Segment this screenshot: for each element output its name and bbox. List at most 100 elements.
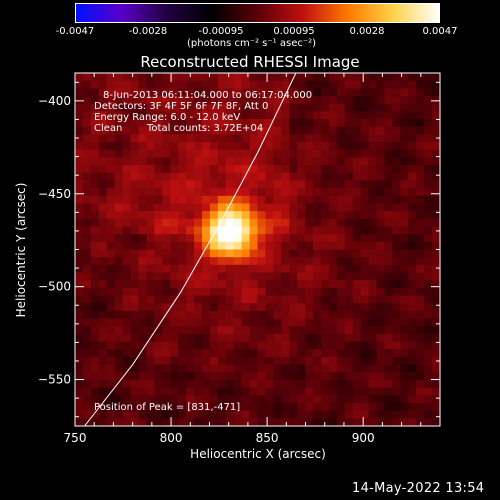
heatmap-cell [305,280,314,289]
heatmap-cell [368,111,378,120]
heatmap-cell [400,157,409,166]
heatmap-cell [138,119,148,128]
heatmap-cell [336,203,346,212]
heatmap-cell [257,410,267,419]
heatmap-cell [249,126,259,135]
heatmap-cell [265,103,274,112]
heatmap-cell [384,211,393,220]
heatmap-cell [154,310,163,320]
heatmap-cell [408,264,417,274]
heatmap-cell [146,80,155,89]
heatmap-cell [241,326,251,335]
heatmap-cell [217,272,227,281]
heatmap-cell [432,418,441,427]
heatmap-cell [305,333,314,343]
heatmap-cell [130,172,140,182]
heatmap-cell [138,188,148,197]
heatmap-cell [297,149,306,159]
heatmap-cell [416,349,425,358]
heatmap-cell [313,73,322,82]
heatmap-cell [344,310,354,320]
heatmap-cell [305,326,314,335]
heatmap-cell [114,395,124,404]
heatmap-cell [201,410,211,419]
heatmap-cell [392,264,401,274]
heatmap-cell [106,157,116,166]
heatmap-cell [75,172,84,182]
heatmap-cell [170,180,179,189]
heatmap-cell [75,165,84,174]
heatmap-cell [281,272,290,281]
heatmap-cell [154,126,163,135]
heatmap-cell [114,410,124,419]
heatmap-cell [170,395,179,404]
heatmap-cell [336,134,346,143]
heatmap-cell [432,180,441,189]
heatmap-cell [328,73,338,82]
heatmap-cell [146,379,155,389]
heatmap-cell [432,326,441,335]
heatmap-cell [114,280,124,289]
heatmap-cell [416,402,425,412]
heatmap-cell [408,88,417,97]
heatmap-cell [352,402,362,412]
heatmap-cell [400,211,409,220]
heatmap-cell [265,73,274,82]
heatmap-cell [249,272,259,281]
heatmap-cell [233,241,243,251]
heatmap-cell [98,218,108,228]
heatmap-cell [225,295,235,304]
heatmap-cell [98,188,108,197]
heatmap-cell [217,73,227,82]
heatmap-cell [178,73,187,82]
heatmap-cell [400,188,409,197]
heatmap-cell [320,126,330,135]
heatmap-cell [241,287,251,297]
heatmap-cell [424,418,433,427]
heatmap-cell [432,402,441,412]
heatmap-cell [384,356,393,366]
heatmap-cell [241,333,251,343]
heatmap-cell [408,80,417,89]
heatmap-cell [106,310,116,320]
heatmap-cell [138,203,148,212]
heatmap-cell [273,272,282,281]
heatmap-cell [424,372,433,381]
heatmap-cell [146,295,155,304]
heatmap-cell [225,372,235,381]
heatmap-cell [257,165,267,174]
heatmap-cell [392,126,401,135]
heatmap-cell [360,364,370,373]
heatmap-cell [416,364,425,373]
heatmap-cell [114,180,124,189]
heatmap-cell [408,134,417,143]
heatmap-cell [194,272,203,281]
heatmap-cell [432,395,441,404]
heatmap-cell [408,157,417,166]
heatmap-cell [424,103,433,112]
heatmap-cell [170,402,179,412]
heatmap-cell [217,96,227,105]
heatmap-cell [154,165,163,174]
heatmap-cell [90,241,100,251]
heatmap-cell [233,379,243,389]
heatmap-cell [273,142,282,151]
heatmap-cell [154,295,163,304]
heatmap-cell [162,111,171,120]
heatmap-cell [313,410,322,419]
heatmap-cell [336,119,346,128]
heatmap-cell [257,333,267,343]
heatmap-cell [281,88,290,97]
heatmap-cell [178,387,187,396]
heatmap-cell [146,310,155,320]
heatmap-cell [233,364,243,373]
heatmap-cell [225,226,235,235]
heatmap-cell [328,103,338,112]
heatmap-cell [106,341,116,350]
heatmap-cell [209,188,219,197]
heatmap-cell [217,226,227,235]
heatmap-cell [178,318,187,327]
heatmap-cell [241,188,251,197]
heatmap-cell [170,257,179,266]
heatmap-cell [368,134,378,143]
